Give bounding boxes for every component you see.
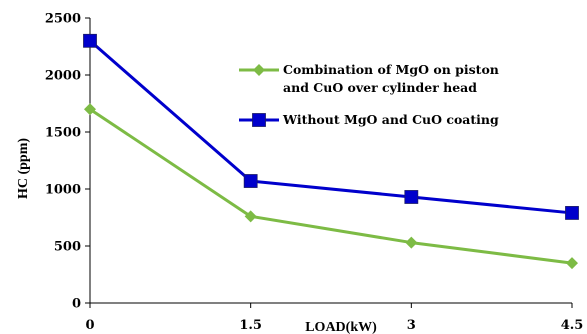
y-axis-title: HC (ppm) (16, 138, 31, 199)
series-1-point (244, 210, 257, 223)
series-1-point (84, 103, 96, 116)
series-line-1 (89, 107, 573, 265)
legend: Combination of MgO on piston and CuO over… (239, 62, 499, 127)
x-tick-label: 4.5 (561, 318, 584, 333)
legend-marker-1 (253, 64, 265, 76)
y-tick-label: 500 (54, 240, 81, 255)
legend-label-2: Without MgO and CuO coating (282, 112, 499, 127)
y-tick-label: 2500 (45, 12, 81, 27)
legend-label-1: Combination of MgO on piston (283, 62, 499, 77)
y-tick-label: 1000 (45, 183, 81, 198)
y-tick-label: 2000 (45, 69, 81, 84)
axes: 0 500 1000 1500 2000 2500 0 1.5 3 4.5 LOAD(kW) HC (… (16, 12, 583, 334)
y-tick-label: 0 (72, 297, 81, 312)
series-2-point (83, 33, 97, 48)
series-1-point (405, 236, 418, 249)
legend-label-1: and CuO over cylinder head (283, 80, 477, 95)
series-2-point (404, 190, 419, 204)
series-2-point (243, 174, 258, 188)
legend-marker-2 (252, 113, 266, 127)
series-1-point (566, 257, 578, 270)
series-line-2 (89, 39, 573, 215)
y-tick-label: 1500 (45, 126, 81, 141)
x-axis-title: LOAD(kW) (305, 320, 377, 334)
series-2-point (565, 206, 579, 220)
x-tick-label: 0 (85, 318, 94, 333)
x-tick-label: 1.5 (239, 318, 262, 333)
x-tick-label: 3 (407, 318, 416, 333)
series-layer (83, 33, 579, 270)
